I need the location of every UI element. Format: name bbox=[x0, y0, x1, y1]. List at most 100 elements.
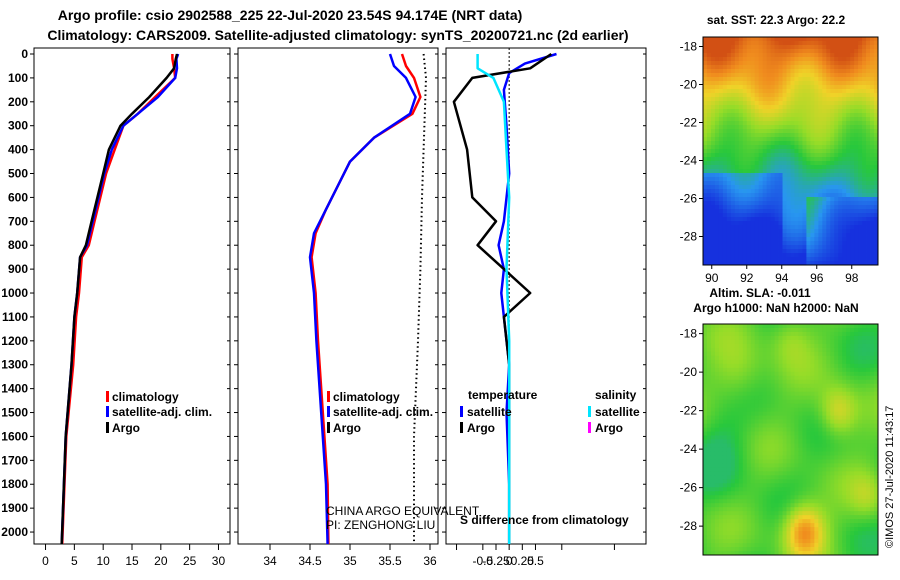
map-cell bbox=[842, 149, 847, 154]
map-cell bbox=[830, 249, 835, 254]
map-cell bbox=[850, 185, 855, 190]
map-cell bbox=[774, 463, 779, 468]
map-cell bbox=[754, 141, 760, 146]
map-cell bbox=[842, 503, 847, 508]
map-cell bbox=[810, 451, 815, 456]
map-cell bbox=[718, 411, 724, 416]
map-cell bbox=[798, 423, 803, 428]
map-cell bbox=[830, 257, 835, 262]
map-cell bbox=[750, 169, 756, 174]
map-cell bbox=[806, 355, 811, 361]
map-cell bbox=[742, 145, 748, 150]
map-cell bbox=[738, 153, 744, 158]
map-cell bbox=[710, 257, 716, 262]
map-cell bbox=[714, 145, 720, 150]
map-cell bbox=[830, 511, 835, 516]
map-cell bbox=[802, 137, 807, 142]
map-cell bbox=[710, 351, 716, 357]
map-cell bbox=[770, 137, 775, 142]
map-cell bbox=[734, 117, 740, 122]
map-cell bbox=[830, 169, 835, 174]
map-cell bbox=[826, 387, 831, 393]
map-cell bbox=[750, 483, 756, 488]
map-cell bbox=[746, 81, 752, 86]
map-cell bbox=[794, 324, 799, 329]
map-cell bbox=[774, 475, 779, 480]
map-cell bbox=[718, 487, 724, 492]
map-cell bbox=[842, 73, 847, 78]
map-cell bbox=[706, 133, 712, 138]
map-cell bbox=[786, 499, 791, 504]
map-cell bbox=[846, 359, 851, 365]
map-cell bbox=[718, 217, 724, 222]
map-x-tick-label: 94 bbox=[775, 271, 789, 285]
map-cell bbox=[846, 205, 851, 210]
map-cell bbox=[794, 197, 799, 202]
map-cell bbox=[730, 483, 736, 488]
map-cell bbox=[734, 403, 740, 409]
map-cell bbox=[722, 153, 728, 158]
map-cell bbox=[706, 41, 712, 46]
map-cell bbox=[858, 37, 863, 42]
map-cell bbox=[818, 491, 823, 496]
map-cell bbox=[742, 177, 748, 182]
map-y-tick-label: -28 bbox=[680, 230, 698, 244]
map-cell bbox=[703, 479, 708, 484]
map-cell bbox=[746, 253, 752, 258]
map-cell bbox=[870, 499, 875, 504]
map-cell bbox=[786, 391, 791, 397]
map-cell bbox=[766, 451, 772, 456]
map-cell bbox=[750, 53, 756, 58]
map-cell bbox=[718, 495, 724, 500]
map-cell bbox=[870, 335, 875, 341]
map-cell bbox=[870, 85, 875, 90]
map-cell bbox=[738, 443, 744, 448]
map-cell bbox=[738, 169, 744, 174]
map-cell bbox=[782, 161, 787, 166]
map-cell bbox=[786, 324, 791, 329]
map-cell bbox=[726, 523, 732, 528]
map-cell bbox=[842, 133, 847, 138]
map-cell bbox=[810, 113, 815, 118]
map-cell bbox=[790, 399, 795, 405]
map-cell bbox=[778, 197, 783, 202]
map-cell bbox=[874, 503, 879, 508]
map-cell bbox=[782, 511, 787, 516]
map-cell bbox=[874, 519, 879, 524]
map-cell bbox=[874, 153, 879, 158]
map-cell bbox=[798, 519, 803, 524]
map-cell bbox=[818, 503, 823, 508]
map-cell bbox=[850, 491, 855, 496]
map-cell bbox=[850, 193, 855, 198]
map-cell bbox=[778, 363, 783, 369]
map-cell bbox=[822, 89, 827, 94]
map-cell bbox=[722, 403, 728, 409]
map-cell bbox=[710, 391, 716, 397]
map-cell bbox=[814, 415, 819, 420]
map-cell bbox=[758, 467, 764, 472]
map-cell bbox=[830, 229, 835, 234]
map-cell bbox=[854, 129, 859, 134]
header-line-1: Argo profile: csio 2902588_225 22-Jul-20… bbox=[58, 7, 523, 23]
map-cell bbox=[758, 511, 764, 516]
map-cell bbox=[718, 201, 724, 206]
map-cell bbox=[710, 371, 716, 377]
map-cell bbox=[726, 495, 732, 500]
map-cell bbox=[842, 221, 847, 226]
map-cell bbox=[866, 37, 871, 42]
map-cell bbox=[858, 439, 863, 444]
map-cell bbox=[834, 177, 839, 182]
map-cell bbox=[774, 515, 779, 520]
map-cell bbox=[830, 181, 835, 186]
map-cell bbox=[766, 479, 772, 484]
map-cell bbox=[854, 439, 859, 444]
map-cell bbox=[802, 261, 807, 266]
map-cell bbox=[754, 157, 760, 162]
map-cell bbox=[826, 487, 831, 492]
map-cell bbox=[798, 165, 803, 170]
map-cell bbox=[862, 324, 867, 329]
map-cell bbox=[858, 491, 863, 496]
map-cell bbox=[834, 45, 839, 50]
map-cell bbox=[818, 459, 823, 464]
map-cell bbox=[718, 523, 724, 528]
